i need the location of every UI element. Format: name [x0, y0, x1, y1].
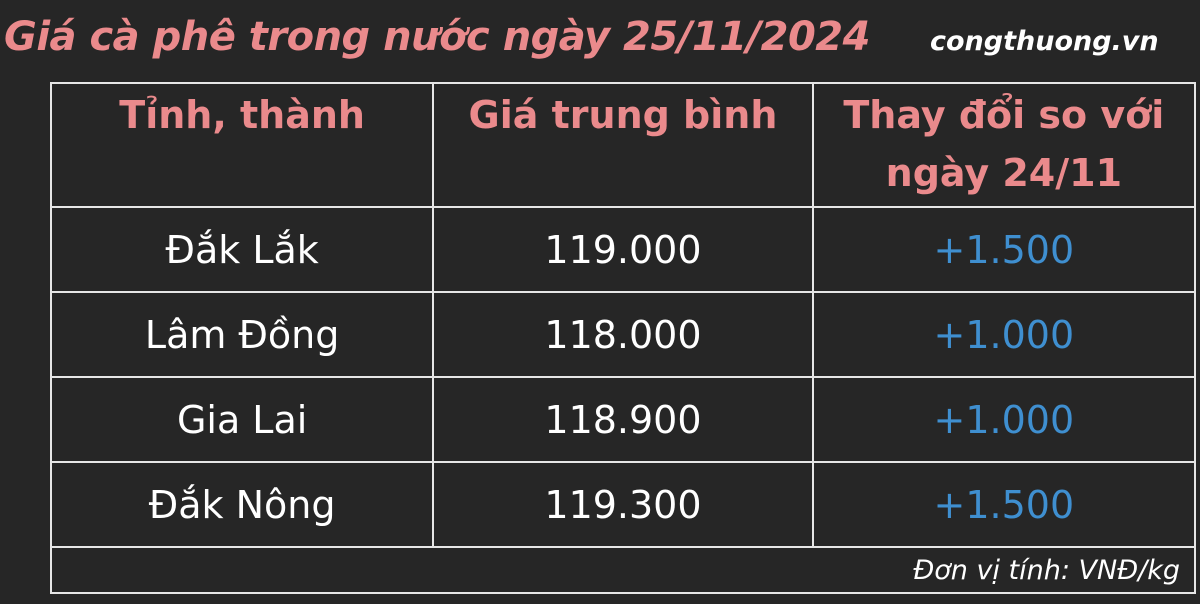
price-cell: 118.900: [432, 376, 814, 463]
change-cell: +1.000: [811, 291, 1197, 378]
province-cell: Đắk Nông: [49, 461, 435, 548]
price-table: Tỉnh, thành Giá trung bình Thay đổi so v…: [49, 82, 1197, 594]
price-cell: 118.000: [432, 291, 814, 378]
table-row: Gia Lai 118.900 +1.000: [49, 376, 1197, 463]
site-watermark: congthuong.vn: [930, 26, 1159, 57]
province-cell: Đắk Lắk: [49, 206, 435, 293]
unit-row: Đơn vị tính: VNĐ/kg: [50, 546, 1196, 594]
unit-note: Đơn vị tính: VNĐ/kg: [50, 546, 1196, 594]
province-cell: Lâm Đồng: [49, 291, 435, 378]
province-cell: Gia Lai: [49, 376, 435, 463]
header-price: Giá trung bình: [432, 82, 814, 208]
table-row: Đắk Lắk 119.000 +1.500: [49, 206, 1197, 293]
change-cell: +1.500: [811, 461, 1197, 548]
header-province: Tỉnh, thành: [49, 82, 435, 208]
header-row: Tỉnh, thành Giá trung bình Thay đổi so v…: [49, 82, 1197, 208]
price-cell: 119.000: [432, 206, 814, 293]
change-cell: +1.500: [811, 206, 1197, 293]
change-cell: +1.000: [811, 376, 1197, 463]
header-change: Thay đổi so với ngày 24/11: [811, 82, 1197, 208]
price-cell: 119.300: [432, 461, 814, 548]
table-row: Đắk Nông 119.300 +1.500: [49, 461, 1197, 548]
table-row: Lâm Đồng 118.000 +1.000: [49, 291, 1197, 378]
page-title: Giá cà phê trong nước ngày 25/11/2024: [4, 14, 870, 60]
